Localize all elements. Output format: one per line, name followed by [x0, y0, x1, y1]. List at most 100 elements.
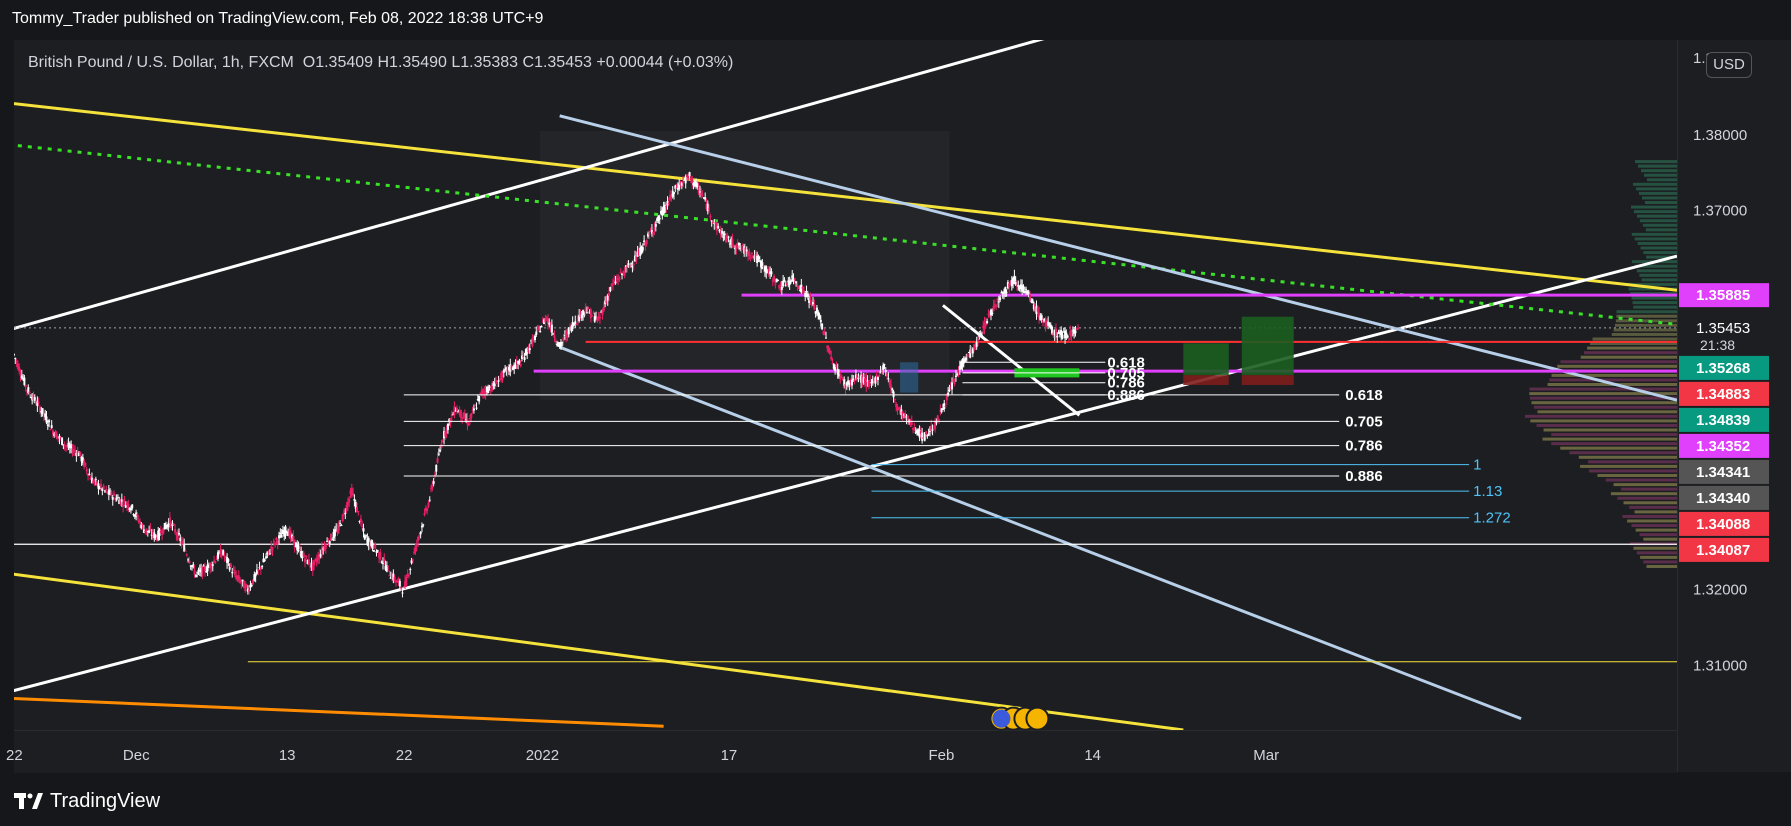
candle-body [1071, 330, 1074, 332]
volume-profile-bar [1631, 524, 1677, 528]
candle-body [1073, 329, 1076, 334]
candle-body [317, 556, 320, 561]
candle-body [769, 271, 772, 275]
candle-body [205, 571, 208, 573]
candle-body [978, 335, 981, 337]
candle-body [737, 242, 740, 246]
candle-body [854, 374, 857, 379]
time-axis[interactable] [14, 730, 1677, 773]
price-tag-label: 1.34352 [1696, 438, 1750, 455]
candle-body [666, 201, 669, 206]
candle-body [153, 532, 156, 539]
candle-body [23, 377, 26, 385]
candle-body [578, 315, 581, 321]
candle-body [970, 349, 973, 354]
candle-body [572, 323, 575, 326]
candle-body [982, 325, 985, 329]
candle-body [140, 524, 143, 529]
candle-body [711, 222, 714, 224]
candle-body [358, 520, 361, 522]
candle-body [482, 389, 485, 395]
candle-body [822, 331, 825, 335]
candle-body [67, 442, 70, 448]
candle-body [456, 408, 459, 412]
candle-body [163, 523, 166, 530]
candle-body [804, 292, 807, 297]
symbol-info: British Pound / U.S. Dollar, 1h, FXCM O1… [28, 54, 733, 72]
candle-body [454, 410, 457, 412]
candle-body [739, 247, 742, 249]
candle-body [782, 280, 785, 287]
candle-body [663, 204, 666, 213]
candle-body [680, 182, 683, 186]
candle-body [724, 235, 727, 242]
candle-body [141, 524, 144, 526]
candle-body [662, 206, 665, 215]
candle-body [566, 331, 569, 338]
x-tick-label: 22 [396, 747, 413, 764]
currency-button[interactable]: USD [1706, 52, 1752, 78]
candle-body [614, 281, 617, 284]
candle-body [352, 492, 355, 496]
candle-body [368, 541, 371, 547]
candle-body [355, 507, 358, 513]
candle-body [771, 280, 774, 282]
candle-body [765, 266, 768, 273]
candle-body [361, 526, 364, 528]
candle-body [684, 176, 687, 184]
candle-body [762, 265, 765, 267]
candle-body [875, 374, 878, 377]
candle-body [828, 350, 831, 354]
candle-body [867, 381, 870, 388]
candle-body [832, 363, 835, 369]
candle-body [55, 433, 58, 439]
candle-body [1067, 338, 1070, 340]
volume-profile-bar [1616, 310, 1677, 314]
candle-body [961, 359, 964, 367]
candle-body [87, 473, 90, 477]
volume-profile-bar [1629, 505, 1677, 509]
candle-body [1064, 330, 1067, 339]
candle-body [565, 333, 568, 338]
candle-body [157, 530, 160, 540]
candle-body [292, 535, 295, 542]
candle-body [93, 479, 96, 483]
candle-body [954, 375, 957, 377]
fib-large-label: 0.618 [1345, 387, 1383, 404]
candle-body [726, 235, 729, 240]
candle-body [180, 541, 183, 544]
candle-body [319, 554, 322, 557]
candle-body [400, 587, 403, 589]
volume-profile-bar [1640, 555, 1677, 559]
candle-body [385, 565, 388, 572]
volume-profile-bar [1631, 232, 1677, 236]
candle-body [19, 374, 22, 376]
candle-body [605, 300, 608, 304]
candle-body [318, 553, 321, 560]
footer-brand[interactable]: TradingView [14, 786, 160, 816]
candle-body [346, 501, 349, 506]
candle-body [1057, 331, 1060, 334]
price-tag-box [1679, 537, 1769, 562]
candle-body [887, 378, 890, 380]
candle-body [419, 531, 422, 535]
candle-body [1012, 278, 1015, 284]
candle-body [704, 197, 707, 200]
price-axis[interactable] [1677, 40, 1791, 772]
candle-body [634, 255, 637, 262]
fib-large-label: 0.705 [1345, 413, 1383, 430]
candle-body [786, 283, 789, 286]
candle-body [606, 295, 609, 301]
volume-profile-bar [1646, 178, 1677, 182]
candle-body [632, 263, 635, 266]
candle-body [183, 544, 186, 552]
candle-body [255, 569, 258, 575]
x-tick-label: Dec [123, 747, 150, 764]
x-tick-label: Feb [928, 747, 954, 764]
candle-body [826, 345, 829, 349]
candle-body [899, 407, 902, 414]
volume-profile-bar [1537, 410, 1677, 414]
candle-body [158, 529, 161, 536]
candle-body [857, 377, 860, 379]
